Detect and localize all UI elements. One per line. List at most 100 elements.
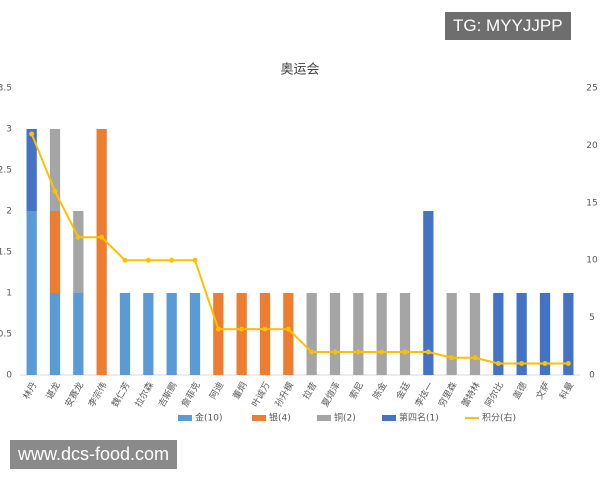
point <box>495 361 501 367</box>
x-tick-label: 索尼 <box>347 380 366 402</box>
point <box>99 234 105 240</box>
bar <box>213 293 224 375</box>
x-tick-label: 拉昔 <box>300 380 319 402</box>
x-tick-label: 阿迪 <box>207 380 226 402</box>
legend-label: 银(4) <box>269 412 291 424</box>
chart-title: 奥运会 <box>280 63 319 78</box>
point <box>29 131 35 137</box>
point <box>309 349 315 355</box>
bar <box>73 211 84 293</box>
line <box>30 133 569 365</box>
y-tick-label: 3 <box>6 125 12 135</box>
bar <box>493 293 504 375</box>
bar <box>539 293 551 375</box>
x-tick-label: 孙升模 <box>272 380 296 409</box>
point <box>565 361 571 367</box>
y2-tick-label: 10 <box>586 256 598 266</box>
x-tick-label: 阿尔比 <box>482 380 506 409</box>
legend-label: 铜(2) <box>334 412 356 424</box>
point <box>379 349 385 355</box>
bar <box>283 293 294 375</box>
y2-tick-label: 25 <box>586 84 597 94</box>
x-tick-label: 叶诚万 <box>249 380 273 409</box>
bar <box>446 293 457 375</box>
y-tick-label: 0 <box>6 371 12 381</box>
x-tick-label: 穷里森 <box>436 380 460 409</box>
bar <box>49 293 61 375</box>
point <box>239 326 245 332</box>
legend-swatch <box>317 415 331 421</box>
x-tick-label: 拉尔森 <box>132 380 156 409</box>
point <box>215 326 221 332</box>
bar <box>399 293 411 375</box>
point <box>192 257 198 263</box>
point <box>122 257 128 263</box>
legend-swatch <box>252 415 266 421</box>
bar <box>563 293 574 375</box>
y2-tick-label: 5 <box>589 313 595 323</box>
bar <box>259 293 271 375</box>
bar <box>189 293 201 375</box>
point <box>145 257 151 263</box>
x-tick-label: 李炫一 <box>412 380 436 409</box>
bar <box>143 293 154 375</box>
x-tick-label: 蕾特林 <box>459 380 483 409</box>
x-tick-label: 陈金 <box>370 380 389 402</box>
legend-label: 积分(右) <box>482 412 516 424</box>
bar <box>329 293 341 375</box>
point <box>355 349 361 355</box>
point <box>425 349 431 355</box>
bar <box>49 129 61 211</box>
x-tick-label: 盖德 <box>510 380 529 402</box>
bar <box>423 211 434 375</box>
x-tick-label: 谌龙 <box>43 380 62 402</box>
bar <box>166 293 177 375</box>
y2-tick-label: 0 <box>589 371 595 381</box>
point <box>402 349 408 355</box>
x-tick-label: 科曼 <box>557 380 576 402</box>
x-tick-label: 李宗伟 <box>86 380 110 409</box>
point <box>169 257 175 263</box>
bar <box>469 293 481 375</box>
y-tick-label: 1.5 <box>0 248 12 258</box>
y2-tick-label: 20 <box>586 141 598 151</box>
bar <box>353 293 364 375</box>
legend-swatch <box>178 415 192 421</box>
bar <box>236 293 247 375</box>
bar <box>306 293 317 375</box>
legend-label: 第四名(1) <box>399 412 439 424</box>
point <box>285 326 291 332</box>
y-tick-label: 2 <box>6 207 12 217</box>
x-tick-label: 吉斯鹏 <box>156 380 180 409</box>
x-tick-label: 詹菲克 <box>179 380 203 409</box>
watermark: TG: MYYJJPP <box>445 12 571 40</box>
y-tick-label: 0.5 <box>0 330 12 340</box>
point <box>52 188 58 194</box>
y-tick-label: 2.5 <box>0 166 12 176</box>
x-tick-label: 魏仁芳 <box>109 380 133 409</box>
bar <box>96 129 107 375</box>
y-tick-label: 1 <box>6 289 12 299</box>
point <box>262 326 268 332</box>
legend-swatch <box>382 415 396 421</box>
point <box>449 355 455 361</box>
watermark: www.dcs-food.com <box>10 440 178 469</box>
bar <box>73 293 84 375</box>
y-tick-label: 3.5 <box>0 84 12 94</box>
x-tick-label: 金廷 <box>393 380 412 402</box>
bar <box>49 211 61 293</box>
point <box>472 355 478 361</box>
point <box>332 349 338 355</box>
point <box>75 234 81 240</box>
bar <box>516 293 527 375</box>
legend-label: 金(10) <box>195 412 222 424</box>
bar <box>119 293 131 375</box>
bar <box>26 211 37 375</box>
x-tick-label: 林丹 <box>20 380 39 402</box>
point <box>519 361 525 367</box>
bar <box>376 293 387 375</box>
x-tick-label: 文萨 <box>533 380 552 402</box>
x-tick-label: 夏煊泽 <box>319 380 343 409</box>
